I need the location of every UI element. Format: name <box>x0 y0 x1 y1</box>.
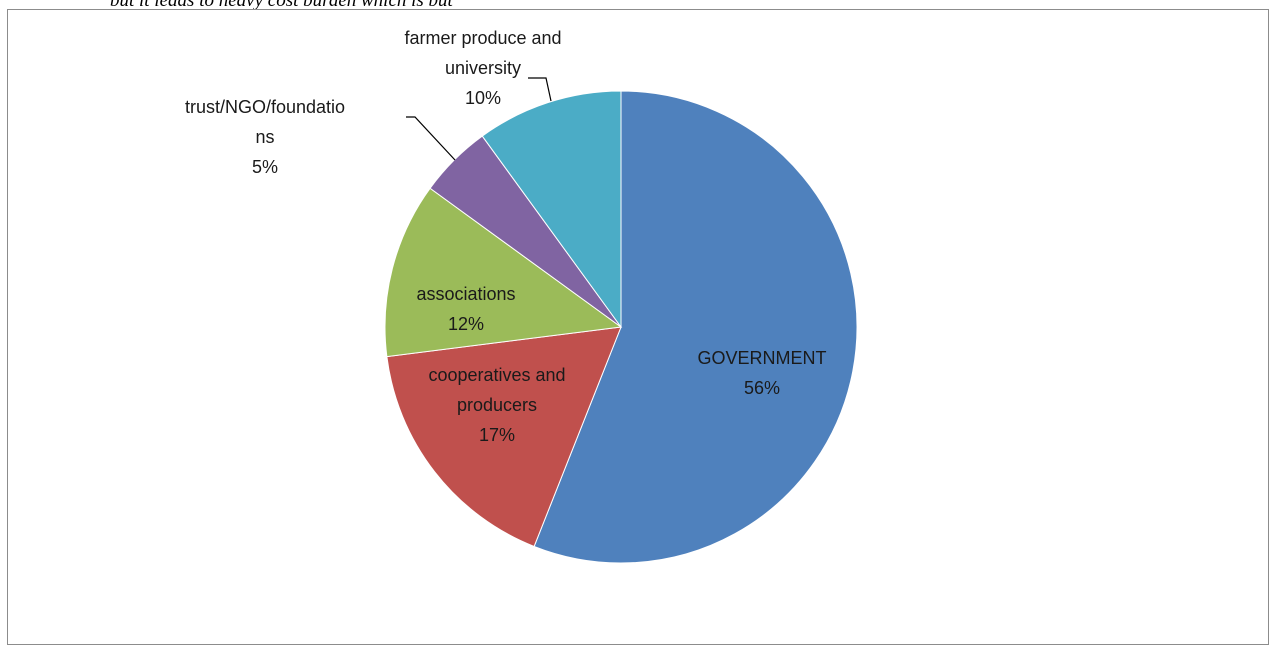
pie-slice-2 <box>384 187 623 358</box>
slice-label-0-line-0: GOVERNMENT <box>697 348 826 368</box>
slice-label-4-line-2: 10% <box>465 88 501 108</box>
leader-line-3 <box>406 116 456 161</box>
slice-label-3-line-0: trust/NGO/foundatio <box>185 97 345 117</box>
leader-line-4 <box>528 77 552 102</box>
caption-fragment: but it leads to heavy cost burden which … <box>110 0 453 11</box>
pie-slice-0 <box>533 90 858 564</box>
slice-label-4-line-1: university <box>445 58 521 78</box>
slice-label-3-line-1: ns <box>255 127 274 147</box>
slice-label-3-line-2: 5% <box>252 157 278 177</box>
slice-label-1-line-2: 17% <box>479 425 515 445</box>
slice-label-1-line-1: producers <box>457 395 537 415</box>
pie-slice-1 <box>386 326 622 548</box>
slice-label-2-line-1: 12% <box>448 314 484 334</box>
slice-label-2-line-0: associations <box>416 284 515 304</box>
slice-label-1-line-0: cooperatives and <box>428 365 565 385</box>
slice-label-0-line-1: 56% <box>744 378 780 398</box>
pie-slices <box>384 90 858 564</box>
pie-slice-4 <box>481 90 622 329</box>
leader-lines <box>406 77 552 161</box>
slice-label-4-line-0: farmer produce and <box>404 28 561 48</box>
slice-labels: GOVERNMENT 56% cooperatives and producers 17… <box>185 28 827 445</box>
